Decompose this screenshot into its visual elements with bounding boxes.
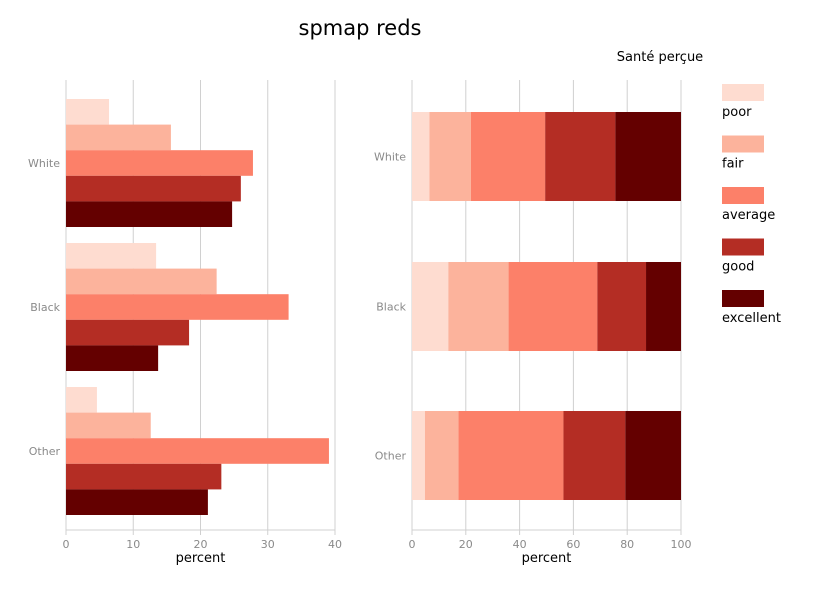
category-label: Black — [30, 301, 60, 314]
legend-label-fair: fair — [722, 157, 744, 172]
legend-swatch-fair — [722, 135, 764, 153]
stacked-segment-poor — [412, 112, 430, 201]
bar-average — [66, 438, 329, 464]
legend-swatch-average — [722, 187, 764, 204]
legend-swatch-good — [722, 238, 764, 256]
stacked-segment-good — [545, 112, 616, 201]
stacked-segment-good — [563, 411, 626, 500]
x-tick-label: 80 — [620, 538, 634, 551]
stacked-segment-poor — [412, 262, 449, 351]
stacked-segment-average — [508, 262, 598, 351]
stacked-segment-good — [597, 262, 647, 351]
legend-title: Santé perçue — [617, 50, 703, 65]
bar-excellent — [66, 345, 159, 371]
stacked-segment-excellent — [646, 262, 681, 351]
x-tick-label: 0 — [409, 538, 416, 551]
right-panel-stacked-bars: 0 20 40 60 80 100 percent White Black Other — [374, 80, 692, 566]
x-tick-label: 60 — [566, 538, 580, 551]
bar-poor — [66, 387, 97, 413]
stacked-segment-fair — [424, 411, 459, 500]
bar-average — [66, 294, 289, 320]
stacked-segment-average — [470, 112, 546, 201]
category-label: White — [374, 151, 406, 164]
bar-good — [66, 463, 222, 490]
bar-fair — [66, 124, 171, 151]
bar-average — [66, 150, 253, 176]
x-tick-label: 20 — [459, 538, 473, 551]
bar-poor — [66, 243, 157, 269]
bar-fair — [66, 412, 151, 439]
x-tick-label: 10 — [126, 538, 140, 551]
stacked-segment-excellent — [625, 411, 681, 500]
left-panel-grouped-bars: 0 10 20 30 40 percent White Black Other — [28, 80, 342, 566]
bar-excellent — [66, 489, 208, 515]
x-axis-label: percent — [176, 551, 226, 566]
category-label: Other — [29, 445, 61, 458]
bar-fair — [66, 268, 217, 295]
x-tick-label: 30 — [261, 538, 275, 551]
x-tick-label: 0 — [63, 538, 70, 551]
legend-label-good: good — [722, 260, 754, 275]
category-label: Black — [376, 301, 406, 314]
bar-excellent — [66, 201, 233, 227]
x-tick-label: 40 — [513, 538, 527, 551]
x-axis-label: percent — [522, 551, 572, 566]
category-label: Other — [375, 450, 407, 463]
x-tick-label: 20 — [194, 538, 208, 551]
category-label: White — [28, 157, 60, 170]
chart-title: spmap reds — [299, 16, 422, 40]
bar-good — [66, 319, 190, 346]
legend-swatch-excellent — [722, 290, 764, 307]
bar-good — [66, 175, 241, 202]
x-tick-label: 100 — [671, 538, 692, 551]
stacked-segment-excellent — [615, 112, 681, 201]
stacked-segment-poor — [412, 411, 425, 500]
legend-label-excellent: excellent — [722, 311, 781, 326]
bar-poor — [66, 99, 110, 125]
stacked-segment-fair — [429, 112, 471, 201]
x-tick-label: 40 — [328, 538, 342, 551]
legend-label-poor: poor — [722, 105, 752, 120]
stacked-segment-fair — [448, 262, 509, 351]
legend: poor fair average good excellent — [722, 84, 781, 326]
legend-swatch-poor — [722, 84, 764, 101]
legend-label-average: average — [722, 208, 775, 223]
stacked-segment-average — [458, 411, 564, 500]
